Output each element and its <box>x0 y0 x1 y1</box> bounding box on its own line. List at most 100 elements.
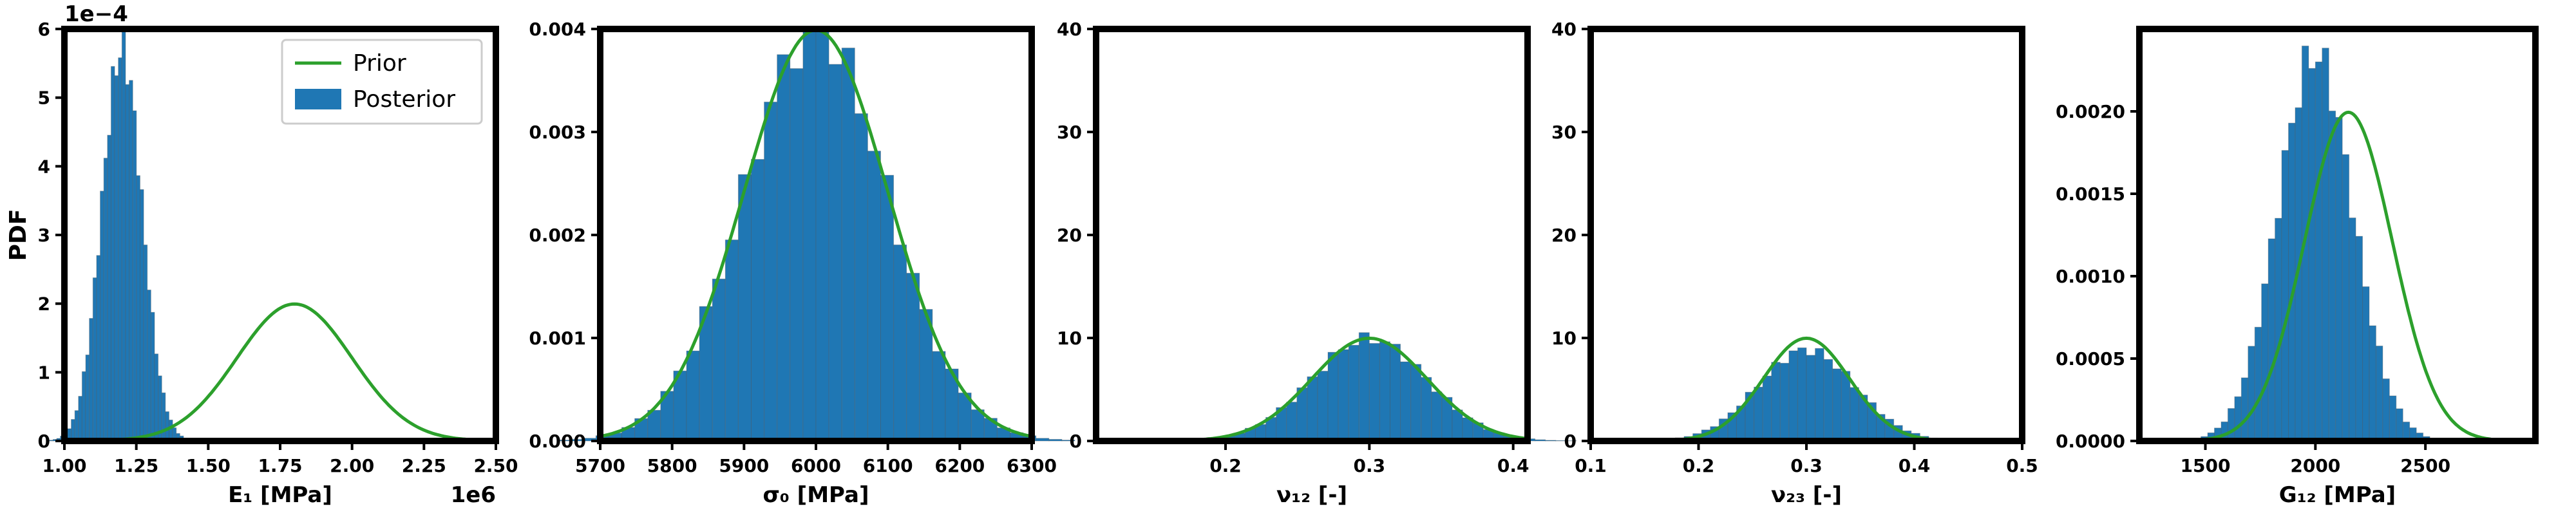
posterior-bar <box>96 255 101 442</box>
posterior-bar <box>932 351 946 442</box>
x-axis-label: ν₁₂ [-] <box>1276 482 1347 508</box>
x-tick-label: 2000 <box>2290 455 2340 476</box>
posterior-bar <box>1779 362 1790 442</box>
axes-frame <box>2136 26 2539 444</box>
y-tick-label: 20 <box>1057 225 1082 246</box>
posterior-bar <box>125 84 130 442</box>
legend-posterior-swatch <box>295 89 341 109</box>
posterior-bar <box>647 409 661 442</box>
y-offset-label: 1e−4 <box>64 1 128 27</box>
posterior-bar <box>686 350 700 442</box>
posterior-bar <box>1296 387 1308 442</box>
posterior-bar <box>815 28 829 442</box>
posterior-bar <box>2240 377 2249 442</box>
posterior-bar <box>2389 395 2397 442</box>
posterior-bar <box>49 440 53 442</box>
posterior-bar <box>2369 325 2376 442</box>
x-tick-label: 0.4 <box>1899 455 1931 476</box>
x-tick-label: 0.5 <box>2006 455 2038 476</box>
posterior-bar <box>2322 48 2329 442</box>
posterior-bar <box>1338 349 1349 442</box>
posterior-bar <box>751 159 765 442</box>
posterior-bar <box>1815 348 1824 442</box>
posterior-bar <box>1379 341 1390 442</box>
x-tick-label: 0.3 <box>1790 455 1823 476</box>
x-tick-label: 1.75 <box>258 455 302 476</box>
posterior-bar <box>1348 344 1359 442</box>
y-tick-label: 1 <box>38 362 50 383</box>
posterior-bar <box>110 66 115 442</box>
posterior-bar <box>100 191 104 442</box>
posterior-bar <box>724 239 739 442</box>
posterior-bar <box>143 244 148 442</box>
posterior-bar <box>1317 370 1329 442</box>
posterior-bar <box>1358 332 1370 442</box>
posterior-bar <box>2396 408 2403 442</box>
posterior-bar <box>139 189 144 442</box>
posterior-bar <box>2268 238 2276 442</box>
posterior-bar <box>1410 364 1422 442</box>
y-tick-label: 20 <box>1551 225 1577 246</box>
y-tick-label: 0.0015 <box>2056 183 2125 205</box>
x-tick-label: 1.50 <box>186 455 231 476</box>
posterior-bar <box>74 410 79 442</box>
y-tick-label: 30 <box>1057 122 1082 143</box>
posterior-bar <box>2342 154 2350 442</box>
x-tick-label: 0.2 <box>1683 455 1715 476</box>
posterior-bar <box>802 28 817 442</box>
posterior-bar <box>1421 377 1432 442</box>
posterior-bar <box>1327 351 1339 442</box>
y-tick-label: 0.0010 <box>2056 266 2125 287</box>
posterior-bar <box>2349 217 2356 442</box>
posterior-bar <box>1452 409 1463 442</box>
x-tick-label: 6000 <box>791 455 841 476</box>
posterior-bar <box>2281 150 2289 442</box>
posterior-bar <box>147 289 151 442</box>
posterior-bar <box>2328 110 2336 442</box>
legend: Prior Posterior <box>281 39 483 125</box>
posterior-bar <box>2275 218 2282 442</box>
x-tick-label: 6200 <box>934 455 985 476</box>
posterior-bar <box>2382 378 2390 442</box>
y-tick-label: 0.004 <box>529 19 586 40</box>
chart-panel-2: 5700 5800 5900 6000 6100 6200 6300 0.000 0.001 0.… <box>529 19 1075 508</box>
x-tick-label: 1.00 <box>42 455 86 476</box>
posterior-bar <box>89 318 93 442</box>
x-axis-label: σ₀ [MPa] <box>762 482 869 508</box>
posterior-bar <box>103 158 108 442</box>
posterior-bar <box>71 418 75 442</box>
posterior-bar <box>1400 361 1412 442</box>
posterior-bar <box>906 272 920 442</box>
x-tick-label: 1.25 <box>114 455 158 476</box>
posterior-bar <box>129 80 133 442</box>
posterior-bar <box>114 75 119 442</box>
y-tick-label: 5 <box>38 88 50 109</box>
posterior-bar <box>1307 376 1318 442</box>
posterior-bar <box>2248 346 2255 442</box>
posterior-bar <box>1754 386 1763 442</box>
chart-panel-3: 0.2 0.3 0.4 0 10 20 30 40 ν₁₂ [-] <box>1057 19 1577 508</box>
y-tick-label: 0 <box>1070 431 1082 452</box>
legend-posterior-label: Posterior <box>353 86 455 113</box>
posterior-bar <box>790 68 804 442</box>
posterior-bar <box>161 392 166 442</box>
posterior-bar <box>107 135 111 442</box>
y-tick-label: 4 <box>38 156 50 177</box>
posterior-bar <box>2227 407 2235 442</box>
posterior-bar <box>764 101 778 442</box>
posterior-bar <box>1036 438 1050 442</box>
posterior-bar <box>1286 402 1298 442</box>
x-tick-label: 5900 <box>719 455 769 476</box>
posterior-bar <box>165 411 169 442</box>
x-tick-label: 6300 <box>1007 455 1057 476</box>
x-tick-label: 0.1 <box>1575 455 1607 476</box>
y-tick-label: 30 <box>1551 122 1577 143</box>
posterior-bar <box>92 277 97 442</box>
x-tick-label: 5800 <box>647 455 697 476</box>
posterior-bar <box>854 113 868 442</box>
y-tick-label: 2 <box>38 294 50 315</box>
y-tick-label: 10 <box>1057 328 1082 349</box>
posterior-bar <box>867 151 882 442</box>
posterior-bar <box>1389 344 1401 442</box>
